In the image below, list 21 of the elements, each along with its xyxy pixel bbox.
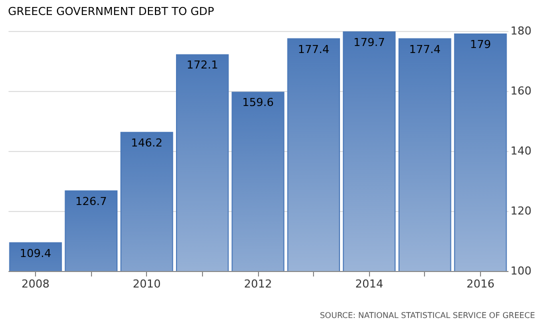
y-tick-label: 120	[510, 204, 532, 218]
data-label: 177.4	[409, 42, 441, 56]
data-label: 177.4	[298, 42, 330, 56]
y-tick-label: 140	[510, 144, 532, 158]
x-tick-label: 2012	[244, 278, 272, 290]
y-tick-label: 100	[510, 264, 532, 278]
data-label: 172.1	[186, 58, 218, 72]
x-tick-label: 2014	[355, 278, 384, 290]
y-tick-label: 160	[510, 84, 532, 98]
data-label: 126.7	[75, 194, 107, 208]
data-label: 179.7	[353, 36, 385, 49]
x-tick-label: 2016	[466, 278, 494, 290]
x-tick-label: 2008	[22, 278, 50, 290]
y-tick-label: 180	[510, 24, 532, 38]
chart-title: GREECE GOVERNMENT DEBT TO GDP	[8, 5, 214, 18]
data-label: 109.4	[20, 246, 52, 260]
data-label: 159.6	[242, 96, 274, 110]
source-note: SOURCE: NATIONAL STATISTICAL SERVICE OF GREECE	[320, 311, 535, 320]
data-label: 179	[470, 38, 491, 51]
data-label: 146.2	[131, 136, 163, 150]
x-tick-label: 2010	[132, 278, 161, 290]
